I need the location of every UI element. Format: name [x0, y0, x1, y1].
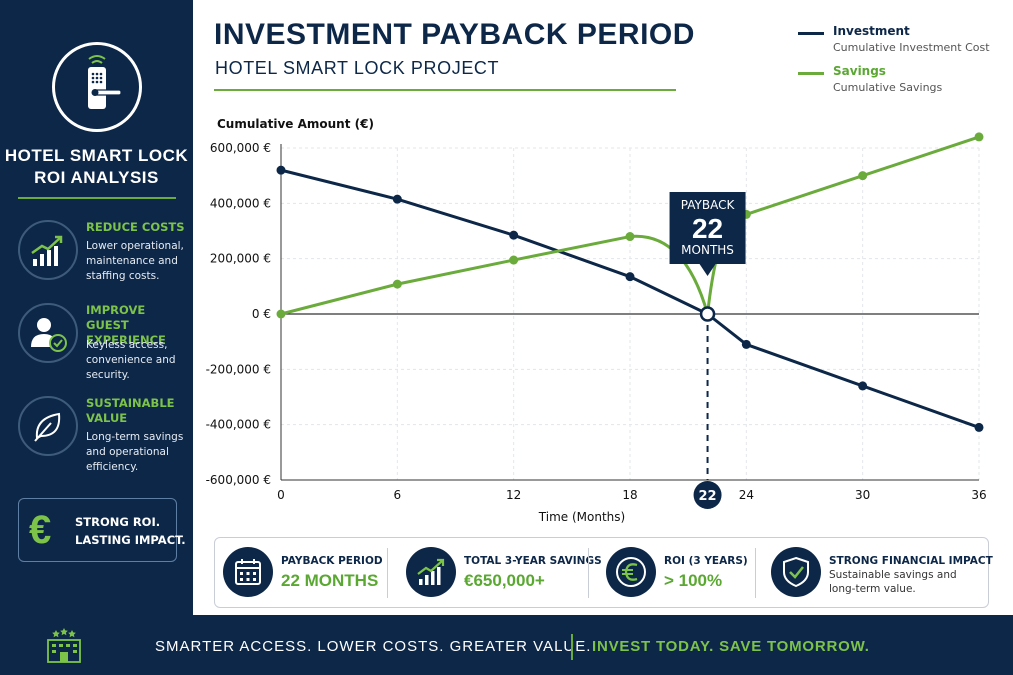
- growth-chart-icon: [18, 220, 78, 280]
- data-point-investment: [741, 339, 751, 349]
- benefit-title: REDUCE COSTS: [86, 220, 185, 234]
- benefit-title: IMPROVE GUEST EXPERIENCE: [86, 303, 166, 347]
- footer-tagline: SMARTER ACCESS. LOWER COSTS. GREATER VAL…: [155, 638, 592, 655]
- legend-desc: Cumulative Investment Cost: [833, 41, 990, 54]
- y-tick-label: -600,000 €: [206, 473, 271, 487]
- y-tick-label: 0 €: [252, 307, 271, 321]
- stat-label: PAYBACK PERIOD: [281, 555, 383, 567]
- callout-label-top: PAYBACK: [681, 198, 736, 212]
- data-point-investment: [392, 194, 402, 204]
- chart-legend: Investment Cumulative Investment Cost Sa…: [798, 24, 1008, 104]
- roi-box-line2: LASTING IMPACT.: [75, 533, 186, 547]
- sidebar-title-line1: HOTEL SMART LOCK: [4, 146, 189, 165]
- x-axis-label: Time (Months): [538, 510, 625, 524]
- x-tick-label: 30: [855, 488, 870, 502]
- benefit-title: SUSTAINABLE VALUE: [86, 396, 175, 425]
- euro-circle-icon: [606, 547, 656, 597]
- legend-label: Investment: [833, 24, 910, 38]
- growth-chart-icon: [406, 547, 456, 597]
- roi-box: € STRONG ROI. LASTING IMPACT.: [18, 498, 186, 562]
- legend-label: Savings: [833, 64, 886, 78]
- legend-swatch: [798, 32, 824, 35]
- legend-item-investment: Investment Cumulative Investment Cost: [798, 24, 1008, 64]
- stat-label: ROI (3 YEARS): [664, 555, 748, 567]
- y-axis-label: Cumulative Amount (€): [217, 117, 374, 131]
- data-point-savings: [625, 232, 635, 242]
- y-tick-label: -200,000 €: [206, 362, 271, 376]
- benefit-desc: Keyless access, convenience and security…: [86, 339, 176, 381]
- x-tick-label: 36: [971, 488, 986, 502]
- smart-lock-icon: [52, 42, 142, 132]
- series-line-investment: [280, 168, 980, 429]
- euro-icon: €: [29, 508, 52, 552]
- y-tick-label: 200,000 €: [210, 252, 271, 266]
- x-tick-label: 22: [699, 489, 717, 504]
- x-tick-label: 12: [506, 488, 521, 502]
- y-tick-label: 600,000 €: [210, 141, 271, 155]
- data-point-investment: [509, 230, 519, 240]
- stat-value: 22 MONTHS: [281, 571, 379, 590]
- calendar-icon: [223, 547, 273, 597]
- data-point-savings: [974, 132, 984, 142]
- data-point-savings: [509, 255, 519, 265]
- stat-separator: [755, 548, 756, 598]
- sidebar-divider: [18, 197, 176, 199]
- stat-label: TOTAL 3-YEAR SAVINGS: [464, 555, 602, 567]
- legend-item-savings: Savings Cumulative Savings: [798, 64, 1008, 104]
- y-tick-label: -400,000 €: [206, 418, 271, 432]
- page-subtitle: HOTEL SMART LOCK PROJECT: [215, 58, 500, 78]
- data-point-savings: [392, 279, 402, 289]
- data-point-savings: [276, 309, 286, 319]
- hotel-building-icon: [47, 628, 81, 663]
- sidebar-title-line2: ROI ANALYSIS: [34, 168, 159, 187]
- payback-line-chart: Cumulative Amount (€) 600,000 € 400,000 € 2…: [206, 117, 987, 524]
- sidebar-title: HOTEL SMART LOCK ROI ANALYSIS: [0, 145, 193, 189]
- x-tick-highlight: [693, 481, 722, 509]
- stat-separator: [387, 548, 388, 598]
- stat-desc: Sustainable savings and long-term value.: [829, 569, 957, 595]
- benefit-desc: Lower operational, maintenance and staff…: [86, 240, 184, 282]
- legend-desc: Cumulative Savings: [833, 81, 943, 94]
- x-tick-label: 24: [739, 488, 754, 502]
- x-tick-label: 18: [622, 488, 637, 502]
- callout-value: 22: [692, 213, 723, 244]
- data-point-investment: [276, 165, 286, 175]
- payback-point: [699, 306, 716, 322]
- stat-value: €650,000+: [464, 571, 545, 590]
- stat-value: > 100%: [664, 571, 723, 590]
- legend-swatch: [798, 72, 824, 75]
- stats-bar: PAYBACK PERIOD 22 MONTHS TOTAL 3-YEAR SA…: [214, 537, 993, 608]
- data-point-investment: [625, 272, 635, 282]
- footer-divider: [571, 634, 573, 660]
- y-tick-label: 400,000 €: [210, 196, 271, 210]
- roi-box-line1: STRONG ROI.: [75, 515, 161, 529]
- guest-check-icon: [18, 303, 78, 363]
- leaf-icon: [18, 396, 78, 456]
- payback-callout: [669, 192, 746, 276]
- callout-label-bottom: MONTHS: [681, 243, 734, 257]
- data-point-savings: [858, 171, 868, 181]
- stat-separator: [588, 548, 589, 598]
- footer-cta: INVEST TODAY. SAVE TOMORROW.: [592, 638, 870, 655]
- stat-label: STRONG FINANCIAL IMPACT: [829, 555, 993, 567]
- x-tick-label: 6: [394, 488, 402, 502]
- shield-check-icon: [771, 547, 821, 597]
- data-point-investment: [974, 422, 984, 432]
- title-underline: [214, 89, 676, 91]
- footer: SMARTER ACCESS. LOWER COSTS. GREATER VAL…: [0, 615, 1013, 675]
- benefit-desc: Long-term savings and operational effici…: [86, 431, 184, 473]
- data-point-investment: [858, 381, 868, 391]
- sidebar: HOTEL SMART LOCK ROI ANALYSIS REDUCE COS…: [0, 0, 193, 615]
- x-tick-label: 0: [277, 488, 285, 502]
- page-title: INVESTMENT PAYBACK PERIOD: [214, 18, 695, 51]
